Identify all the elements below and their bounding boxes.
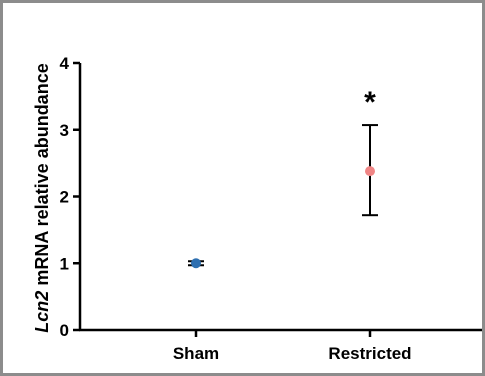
y-axis-title-text: mRNA relative abundance — [32, 63, 52, 290]
x-category-label-sham: Sham — [173, 344, 219, 363]
data-point-restricted — [365, 166, 375, 177]
significance-annotation-restricted: * — [364, 86, 376, 119]
y-axis: 0 1 2 3 4 — [60, 54, 82, 340]
y-tick-label: 2 — [60, 188, 69, 207]
y-axis-title: Lcn2 mRNA relative abundance — [32, 63, 52, 332]
y-axis-title-gene: Lcn2 — [32, 291, 52, 333]
y-tick-label: 4 — [60, 54, 70, 73]
data-point-sham — [191, 258, 201, 269]
x-axis: Sham Restricted — [79, 328, 482, 363]
data-marks: * — [188, 86, 378, 269]
y-axis-label-group: Lcn2 mRNA relative abundance — [32, 63, 52, 332]
y-tick-label: 1 — [60, 254, 69, 273]
y-tick-label: 3 — [60, 121, 69, 140]
y-tick-label: 0 — [60, 321, 69, 340]
x-category-label-restricted: Restricted — [328, 344, 411, 363]
lcn2-abundance-chart: Lcn2 mRNA relative abundance 0 1 2 3 4 Sham R… — [32, 54, 482, 363]
